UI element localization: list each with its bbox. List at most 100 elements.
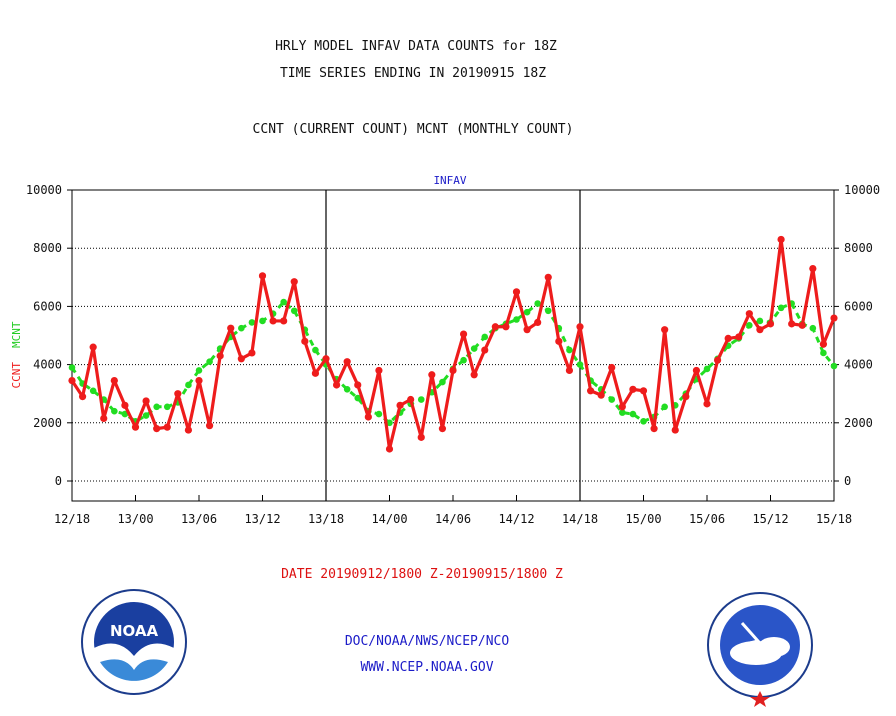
ccnt-point	[555, 337, 563, 345]
ccnt-point	[195, 377, 203, 385]
plot-title: INFAV	[433, 174, 466, 187]
mcnt-point	[290, 307, 298, 315]
ccnt-point	[121, 401, 129, 409]
ccnt-point	[650, 425, 658, 433]
y-tick-label-left: 4000	[33, 358, 62, 372]
mcnt-point	[343, 386, 351, 393]
x-tick-label: 14/06	[435, 512, 471, 526]
x-tick-label: 13/06	[181, 512, 217, 526]
ccnt-point	[258, 272, 267, 280]
ccnt-point	[798, 321, 806, 329]
ccnt-point	[205, 422, 214, 430]
ccnt-point	[438, 425, 447, 433]
y-tick-label-right: 10000	[844, 183, 880, 197]
mcnt-point	[153, 403, 160, 411]
x-tick-label: 15/12	[752, 512, 788, 526]
ccnt-point	[491, 323, 499, 331]
x-tick-label: 15/18	[816, 512, 852, 526]
ccnt-point	[89, 343, 97, 351]
ccnt-point	[809, 264, 817, 273]
mcnt-point	[195, 367, 203, 374]
mcnt-point	[481, 333, 489, 341]
mcnt-point	[280, 298, 287, 306]
mcnt-point	[809, 324, 817, 332]
mcnt-point	[703, 365, 711, 373]
url-line: WWW.NCEP.NOAA.GOV	[360, 660, 493, 675]
ccnt-point	[470, 371, 478, 379]
mcnt-point	[238, 324, 245, 332]
noaa-logo: NOAA	[81, 589, 187, 695]
y-axis-label-ccnt: CCNT	[10, 362, 23, 389]
mcnt-point	[375, 410, 383, 418]
ccnt-point	[110, 377, 118, 385]
ccnt-point	[311, 369, 320, 377]
ccnt-point	[163, 423, 171, 431]
ccnt-point	[618, 403, 626, 411]
ccnt-point	[703, 400, 711, 408]
ccnt-point	[682, 393, 690, 401]
mcnt-point	[312, 346, 319, 354]
mcnt-point	[470, 345, 478, 352]
ccnt-point	[819, 340, 828, 348]
mcnt-point	[142, 412, 150, 419]
mcnt-point	[248, 319, 256, 326]
ccnt-point	[661, 326, 669, 334]
y-tick-label-left: 8000	[33, 241, 62, 255]
mcnt-point	[830, 362, 838, 370]
ccnt-point	[184, 426, 193, 434]
mcnt-point	[576, 361, 584, 368]
y-tick-label-left: 2000	[33, 416, 62, 430]
x-tick-label: 14/12	[498, 512, 534, 526]
mcnt-point	[513, 316, 520, 323]
mcnt-point	[68, 364, 76, 371]
mcnt-point	[439, 378, 446, 386]
ccnt-point	[766, 320, 775, 328]
noaa-logo-text: NOAA	[110, 622, 159, 640]
mcnt-point	[661, 403, 668, 411]
ccnt-point	[248, 349, 256, 357]
date-range-label: DATE 20190912/1800 Z-20190915/1800 Z	[281, 567, 563, 582]
ccnt-point	[364, 413, 372, 421]
ccnt-point	[301, 337, 309, 345]
y-tick-label-right: 6000	[844, 299, 873, 313]
x-tick-label: 13/18	[308, 512, 344, 526]
grid-layer	[72, 190, 834, 501]
y-tick-label-left: 10000	[26, 183, 62, 197]
mcnt-point	[259, 317, 266, 325]
ccnt-point	[227, 324, 235, 332]
ccnt-point	[735, 333, 743, 341]
ccnt-point	[830, 314, 838, 322]
chart-subtitle: CCNT (CURRENT COUNT) MCNT (MONTHLY COUNT…	[253, 122, 574, 137]
ccnt-point	[407, 395, 415, 404]
ccnt-point	[692, 366, 701, 375]
x-tick-label: 12/18	[54, 512, 90, 526]
ccnt-point	[131, 423, 140, 431]
mcnt-point	[608, 396, 616, 403]
mcnt-point	[544, 307, 552, 315]
ccnt-point	[269, 317, 277, 325]
mcnt-point	[386, 419, 393, 427]
x-tick-label: 14/18	[562, 512, 598, 526]
mcnt-point	[206, 358, 213, 365]
y-tick-label-left: 6000	[33, 299, 62, 313]
ccnt-point	[544, 273, 552, 281]
mcnt-point	[619, 409, 626, 416]
ccnt-point	[174, 390, 182, 398]
ccnt-point	[142, 397, 150, 405]
x-tick-label: 15/06	[689, 512, 725, 526]
mcnt-point	[111, 407, 118, 415]
plot-frame	[71, 189, 835, 502]
ccnt-point	[756, 326, 764, 334]
mcnt-point	[746, 322, 753, 329]
ccnt-point	[332, 381, 341, 389]
ccnt-point	[671, 426, 679, 434]
y-tick-label-right: 2000	[844, 416, 873, 430]
ccnt-point	[502, 323, 510, 331]
ccnt-point	[396, 401, 404, 409]
ccnt-point	[512, 288, 521, 296]
org-line: DOC/NOAA/NWS/NCEP/NCO	[345, 634, 510, 649]
ccnt-point	[523, 326, 531, 334]
nws-logo	[707, 592, 813, 707]
ccnt-point	[586, 387, 595, 395]
